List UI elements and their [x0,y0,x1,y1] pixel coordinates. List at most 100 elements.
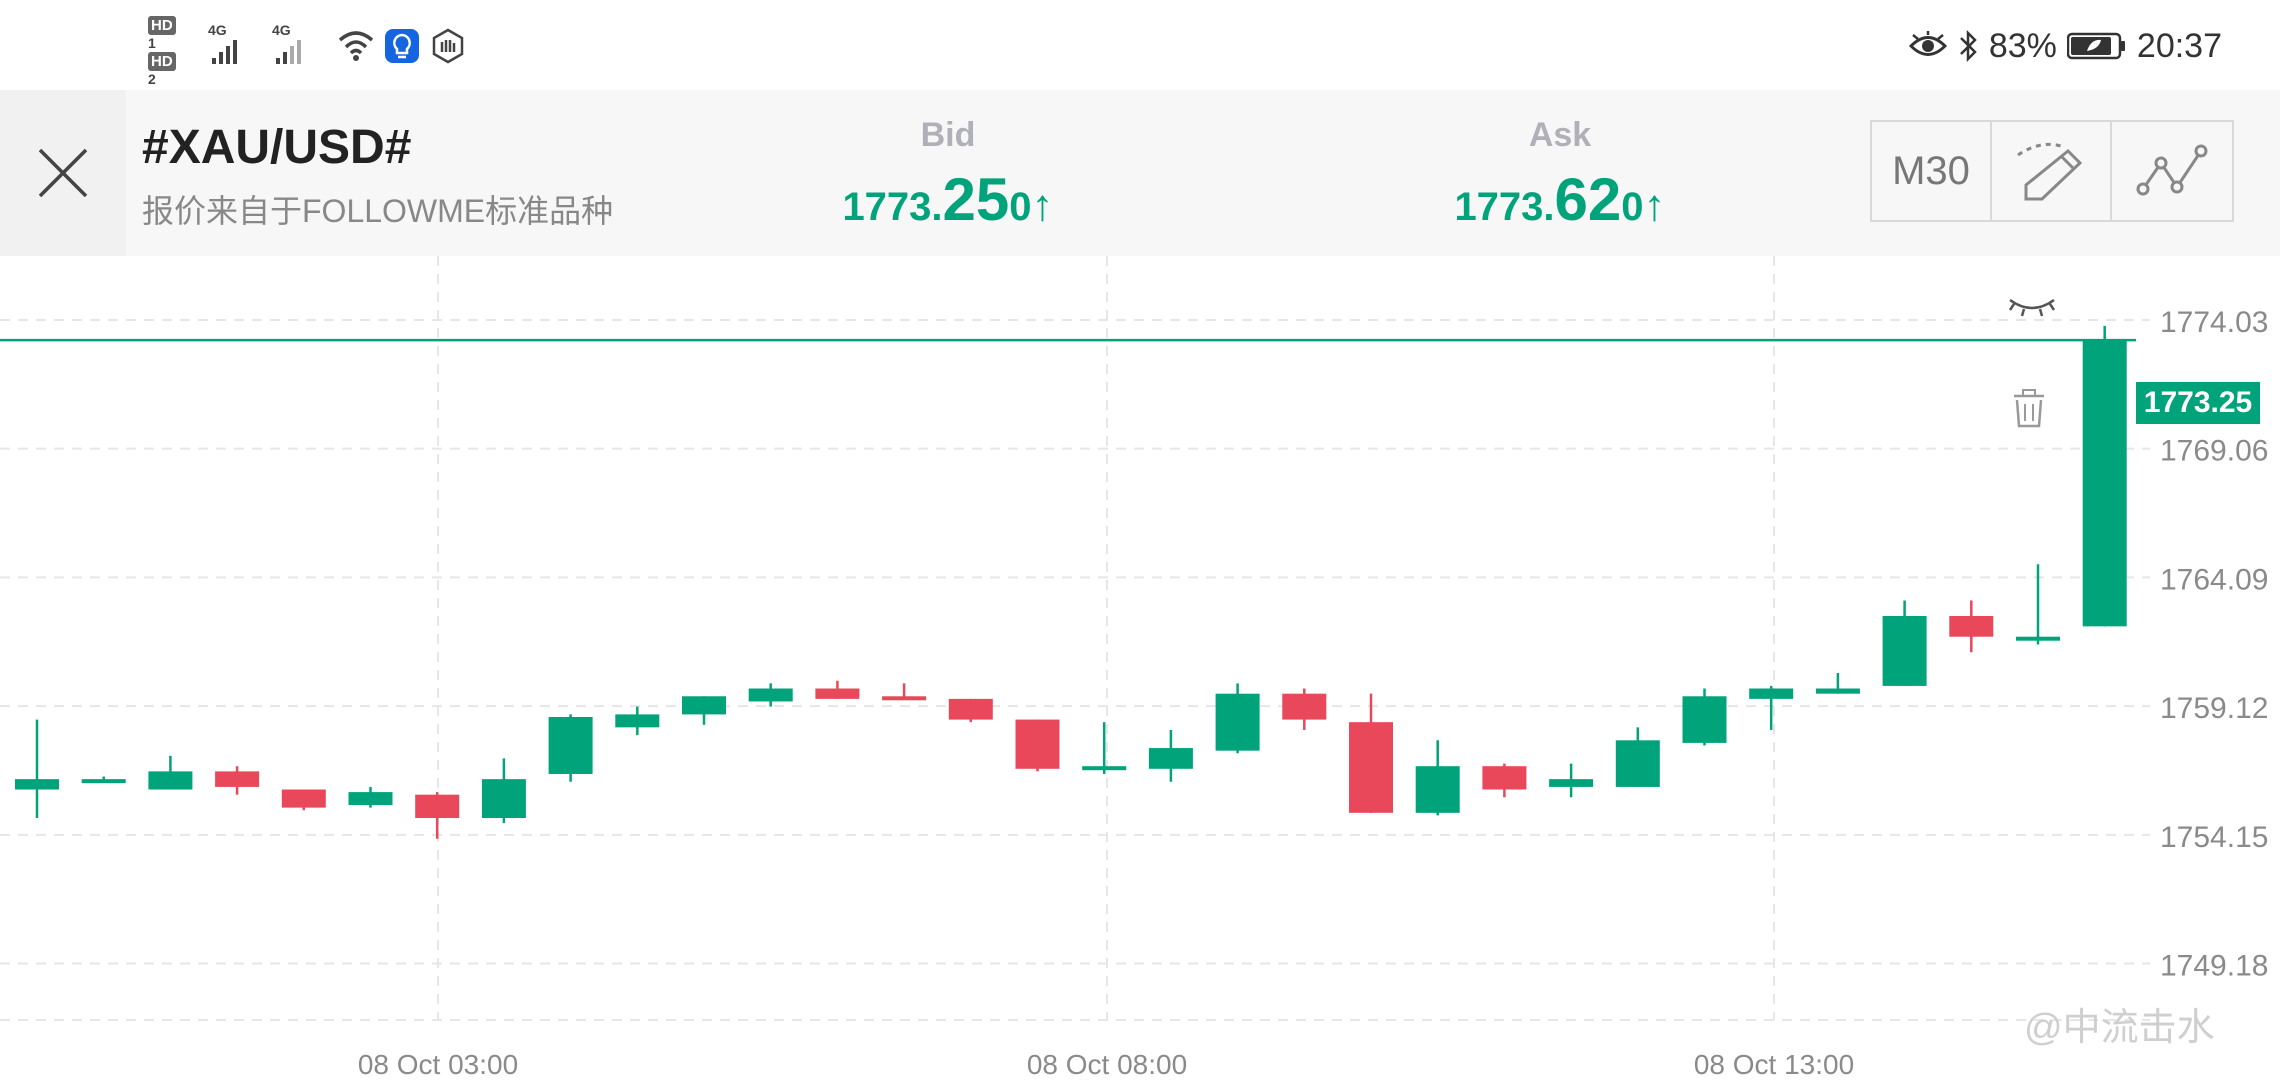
ask-value: 1773.620↑ [1430,165,1690,234]
bid-value: 1773.250↑ [818,165,1078,234]
candle-up [15,719,59,818]
candle-body [1749,688,1794,699]
candle-down [1949,600,1994,653]
x-axis: 08 Oct 03:00 08 Oct 08:00 08 Oct 13:00 [358,1049,1854,1080]
candle-down [1282,688,1327,730]
signal-bars-icon [276,40,301,64]
y-tick-label: 1749.18 [2160,950,2268,983]
candle-body [1349,722,1393,813]
candle-body [2016,636,2060,641]
ask-label: Ask [1528,116,1592,154]
candle-body [415,794,460,818]
candle-body [15,779,59,790]
candle-down [1015,719,1060,772]
symbol-header: #XAU/USD# 报价来自于FOLLOWME标准品种 Bid 1773.250… [0,90,2280,256]
x-tick-label: 08 Oct 03:00 [358,1049,518,1080]
symbol-title: #XAU/USD# [142,121,412,174]
candle-down [882,683,927,701]
x-tick-label: 08 Oct 13:00 [1694,1049,1854,1080]
candle-up [481,758,526,824]
candle-down [281,789,326,811]
symbol-subtitle: 报价来自于FOLLOWME标准品种 [142,193,614,229]
hd1-label: HD [148,16,176,35]
hd2-sub: 2 [148,71,156,87]
candle-up [1549,763,1594,798]
candle-body [1082,766,1127,771]
signal-bars-icon [212,40,237,64]
hd-badge-2: HD 2 [148,52,176,89]
ask-fraction: 0 [1621,185,1644,229]
y-tick-label: 1764.09 [2160,563,2268,596]
timeframe-button[interactable]: M30 [1870,120,1992,222]
ask-int: 1773. [1454,185,1555,229]
candlestick-chart[interactable]: 1774.03 1769.06 1764.09 1759.12 1754.15 1749.… [0,256,2280,1080]
hide-line-icon[interactable] [2008,298,2056,317]
close-icon [38,148,88,198]
signal-2-label: 4G [272,22,291,38]
candle-body [148,771,193,790]
indicator-button[interactable] [2110,120,2234,222]
candle-up [2016,564,2060,645]
candle-body [815,688,860,699]
watermark: @中流击水 [2024,1007,2215,1049]
candle-body [1015,719,1060,769]
candle-body [1282,693,1327,720]
candle-down [948,698,993,723]
chart-grid [0,256,2150,1021]
candle-up [1882,600,1927,686]
y-tick-label: 1759.12 [2160,692,2268,725]
candle-body [1682,696,1727,743]
candle-up [748,683,793,707]
ask-quote: Ask 1773.620↑ [1430,116,1690,234]
candle-down [1482,763,1527,798]
candle-body [348,792,393,806]
delete-line-icon[interactable] [2014,389,2044,428]
candle-down [1349,693,1393,813]
drawing-tool-button[interactable] [1990,120,2112,222]
hd2-label: HD [148,52,176,71]
candle-body [882,696,927,701]
candle-up [348,786,393,808]
signal-1-label: 4G [208,22,227,38]
candle-body [2082,340,2127,627]
candle-up [81,776,126,784]
pencil-drawing-icon [2017,142,2083,201]
current-price-tag: 1773.25 [2136,382,2260,424]
candle-body [1615,740,1660,787]
y-axis: 1774.03 1769.06 1764.09 1759.12 1754.15 1749.… [2160,306,2268,983]
line-chart-icon [2136,144,2208,196]
candle-body [1148,748,1193,769]
candle-body [682,696,726,715]
candle-up [1749,685,1794,730]
candle-up [1215,683,1260,754]
candle-up [1682,688,1727,746]
status-right: 83% 20:37 [1908,24,2222,68]
candle-up [1415,740,1460,816]
candle-down [215,766,260,795]
candle-body [615,714,660,728]
candle-body [548,716,593,774]
bid-up-arrow-icon: ↑ [1031,181,1054,230]
bluetooth-icon [1959,29,1977,63]
candle-up [1615,727,1660,787]
bid-int: 1773. [842,185,943,229]
candle-up [548,714,593,782]
candles [15,325,2127,839]
candle-body [1549,779,1594,787]
candle-up [1815,672,1860,694]
candle-body [481,779,526,818]
candle-body [1215,693,1260,751]
hd1-sub: 1 [148,35,156,51]
ask-up-arrow-icon: ↑ [1643,181,1666,230]
candle-down [815,680,860,699]
battery-percent: 83% [1988,26,2057,65]
candle-up [1148,729,1193,782]
close-button[interactable] [0,90,126,256]
candle-down [415,792,460,839]
candle-body [1882,615,1927,686]
candle-up [1082,722,1127,774]
y-tick-label: 1774.03 [2160,306,2268,339]
ask-pips: 62 [1554,166,1622,233]
y-tick-label: 1769.06 [2160,435,2268,468]
candle-body [1415,766,1460,813]
